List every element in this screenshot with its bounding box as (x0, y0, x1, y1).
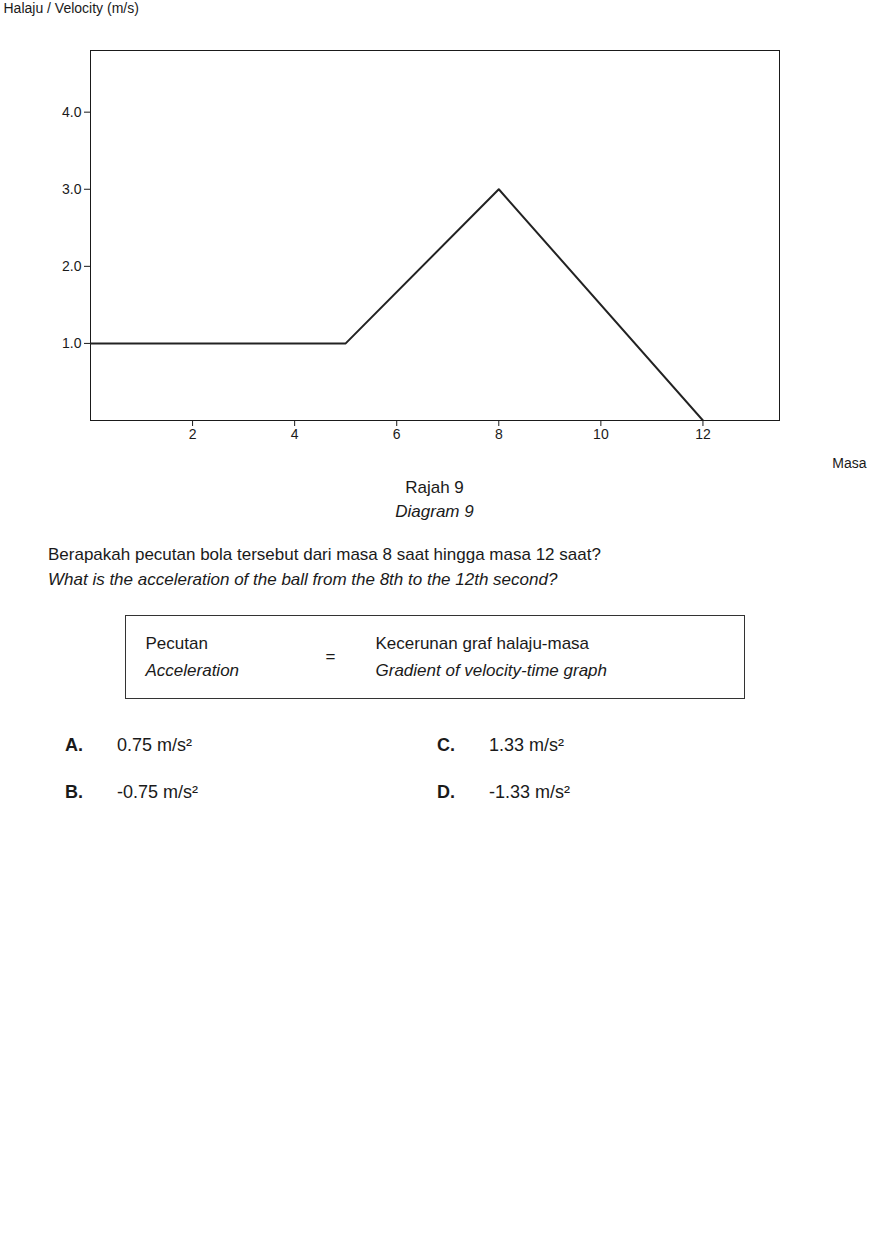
html-text:-0.75 m/s²: -0.75 m/s² (117, 782, 198, 802)
svg-text:2: 2 (189, 426, 197, 442)
html-text:C.: C. (437, 735, 455, 755)
html-text:What is the acceleration of th: What is the acceleration of the ball fro… (48, 570, 558, 590)
html-text:B.: B. (65, 782, 83, 802)
svg-text:1.0: 1.0 (62, 335, 82, 351)
svg-text:2.0: 2.0 (62, 258, 82, 274)
html-text:Acceleration: Acceleration (145, 660, 240, 680)
html-text:-1.33 m/s²: -1.33 m/s² (489, 782, 570, 802)
html-text:Pecutan: Pecutan (145, 633, 208, 653)
svg-text:8: 8 (495, 426, 503, 442)
html-text:Rajah 9: Rajah 9 (405, 478, 464, 497)
svg-text:Masa: Masa (832, 455, 866, 471)
html-text:D.: D. (437, 782, 455, 802)
html-text:A.: A. (65, 735, 83, 755)
html-text:Kecerunan graf halaju-masa: Kecerunan graf halaju-masa (375, 633, 590, 653)
html-text:Diagram 9: Diagram 9 (395, 501, 474, 521)
svg-text:12: 12 (695, 426, 711, 442)
svg-text:Halaju / Velocity (m/s): Halaju / Velocity (m/s) (4, 0, 139, 16)
html-text:1.33 m/s²: 1.33 m/s² (489, 735, 564, 755)
svg-text:6: 6 (393, 426, 401, 442)
html-text:Gradient of velocity-time grap: Gradient of velocity-time graph (375, 660, 607, 680)
svg-text:4.0: 4.0 (62, 104, 82, 120)
svg-text:4: 4 (291, 426, 299, 442)
html-text:Berapakah pecutan bola tersebu: Berapakah pecutan bola tersebut dari mas… (48, 544, 601, 564)
html-text:0.75 m/s²: 0.75 m/s² (117, 735, 192, 755)
svg-text:10: 10 (593, 426, 609, 442)
svg-text:3.0: 3.0 (62, 181, 82, 197)
